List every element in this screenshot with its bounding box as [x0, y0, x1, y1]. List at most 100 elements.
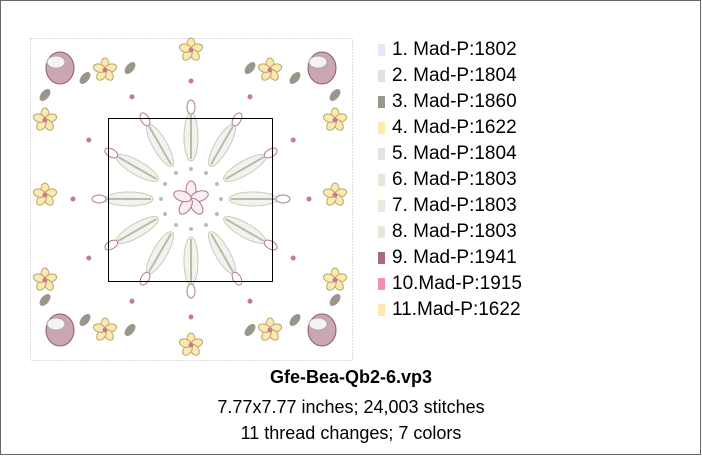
spoke [129, 94, 178, 176]
bee-wing [308, 317, 328, 331]
thread-label: 6. Mad-P:1803 [392, 169, 517, 190]
thread-swatch [378, 96, 385, 108]
design-preview [30, 37, 353, 361]
thread-swatch [378, 200, 385, 212]
outer-dot [86, 137, 92, 143]
flower-center [42, 277, 48, 283]
outer-dot [247, 94, 253, 100]
thread-label: 3. Mad-P:1860 [392, 91, 517, 112]
bee-wing [46, 317, 66, 331]
spoke [214, 212, 296, 261]
flower-center [267, 67, 273, 73]
flower-center [42, 192, 48, 198]
spoke-dot [174, 171, 178, 176]
spoke-bud [275, 194, 291, 204]
thread-swatch [378, 226, 385, 238]
outer-dot [86, 255, 92, 261]
outer-dot [129, 94, 135, 100]
leaf [79, 72, 91, 84]
bee-wing [46, 55, 66, 69]
spoke-bud [139, 112, 151, 127]
leaf [124, 62, 136, 74]
spoke-vein [225, 156, 265, 180]
leaf [79, 314, 91, 326]
thread-swatch [378, 70, 385, 82]
spoke-dot [204, 171, 208, 176]
leaf [329, 89, 341, 101]
spoke-vein [210, 233, 234, 273]
spoke-dot [214, 182, 219, 186]
spoke [70, 191, 163, 207]
spoke-dot [174, 222, 178, 227]
outer-dot [129, 298, 135, 304]
spoke-bud [231, 112, 243, 127]
petal [173, 190, 192, 203]
spoke [204, 94, 253, 176]
flower-center [332, 117, 338, 123]
hoop-outline [30, 38, 353, 361]
thread-swatch [378, 122, 385, 134]
leaf [124, 324, 136, 336]
flower-center [332, 192, 338, 198]
spoke-dot [204, 222, 208, 227]
thread-label: 9. Mad-P:1941 [392, 247, 517, 268]
spoke-vein [225, 218, 265, 242]
spoke-bud [91, 194, 107, 204]
leaf [39, 89, 51, 101]
spoke-dot [163, 182, 168, 186]
spoke-vein [210, 125, 234, 165]
flower-center [102, 67, 108, 73]
spoke-bud [186, 99, 196, 115]
flower-center [188, 47, 194, 53]
thread-label: 10.Mad-P:1915 [392, 273, 522, 294]
flower-center [188, 342, 194, 348]
change-info: 11 thread changes; 7 colors [241, 423, 462, 443]
spoke-bud [186, 283, 196, 299]
spoke-dot [189, 227, 193, 231]
thread-swatch [378, 44, 385, 56]
thread-label: 5. Mad-P:1804 [392, 143, 517, 164]
outer-dot [290, 137, 296, 143]
thread-label: 4. Mad-P:1622 [392, 117, 517, 138]
size-info: 7.77x7.77 inches; 24,003 stitches [217, 397, 484, 417]
thread-label: 7. Mad-P:1803 [392, 195, 517, 216]
flower-center [102, 327, 108, 333]
leaf [289, 314, 301, 326]
leaf [244, 324, 256, 336]
center-petal [173, 190, 192, 203]
leaf [39, 294, 51, 306]
spoke-vein [117, 156, 157, 180]
spoke-dot [219, 197, 223, 201]
spoke-dot [159, 197, 163, 201]
bee-wing [308, 55, 328, 69]
outer-dot [306, 196, 312, 202]
selection-box [108, 118, 273, 282]
spoke-dot [214, 212, 219, 216]
filename: Gfe-Bea-Qb2-6.vp3 [270, 367, 432, 387]
spoke [183, 78, 199, 171]
leaf [329, 294, 341, 306]
outer-dot [188, 78, 194, 84]
leaf [289, 72, 301, 84]
outer-dot [188, 314, 194, 320]
flower-center [267, 327, 273, 333]
flower-center [42, 117, 48, 123]
thread-swatch [378, 148, 385, 160]
outer-dot [247, 298, 253, 304]
thread-swatch [378, 304, 385, 316]
spoke-vein [148, 233, 172, 273]
thread-label: 11.Mad-P:1622 [392, 299, 521, 320]
thread-label: 8. Mad-P:1803 [392, 221, 517, 242]
thread-label: 2. Mad-P:1804 [392, 65, 517, 86]
flower-center [332, 277, 338, 283]
thread-label: 1. Mad-P:1802 [392, 39, 517, 60]
spoke-dot [189, 167, 193, 171]
spoke [219, 191, 312, 207]
spoke-dot [163, 212, 168, 216]
spoke-vein [117, 218, 157, 242]
outer-dot [70, 196, 76, 202]
thread-swatch [378, 252, 385, 264]
thread-swatch [378, 278, 385, 290]
